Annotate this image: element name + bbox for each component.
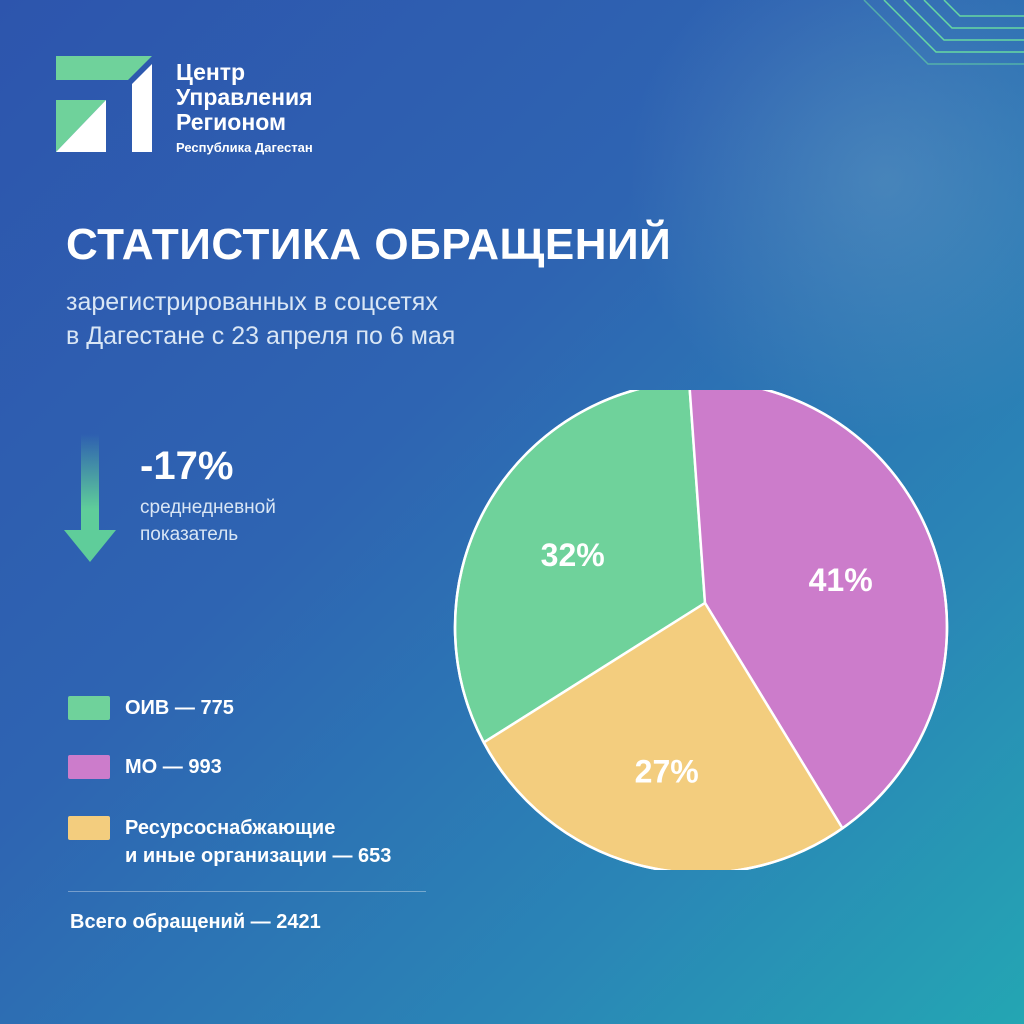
legend-label-resource-line-1: Ресурсоснабжающие <box>125 817 336 839</box>
pie-label-mo: 41% <box>809 562 873 598</box>
page-title: СТАТИСТИКА ОБРАЩЕНИЙ <box>66 220 672 269</box>
total-count: Всего обращений — 2421 <box>70 911 321 933</box>
kpi-label-line-1: среднедневной <box>140 497 276 518</box>
logo-text-line-3: Регионом <box>176 109 286 135</box>
pie-chart: 32% 41% 27% <box>453 390 949 870</box>
legend-swatch-oiv <box>68 696 110 720</box>
legend-label-oiv: ОИВ — 775 <box>125 697 234 719</box>
kpi-value: -17% <box>140 444 234 488</box>
arrow-down-icon <box>64 434 116 562</box>
logo-text-line-2: Управления <box>176 84 313 110</box>
kpi-label-line-2: показатель <box>140 524 239 545</box>
subtitle-line-2: в Дагестане с 23 апреля по 6 мая <box>66 322 456 350</box>
pie-label-oiv: 32% <box>541 537 605 573</box>
logo-mark-icon <box>56 56 152 152</box>
background-glow <box>624 0 1024 440</box>
logo-subtitle: Республика Дагестан <box>176 140 313 155</box>
legend-swatch-mo <box>68 755 110 779</box>
corner-lines-decoration <box>863 0 1024 65</box>
pie-outline <box>453 390 949 870</box>
legend-label-mo: МО — 993 <box>125 756 222 778</box>
divider <box>68 891 426 892</box>
legend-swatch-resource <box>68 816 110 840</box>
subtitle-line-1: зарегистрированных в соцсетях <box>66 288 438 316</box>
legend-label-resource-line-2: и иные организации — 653 <box>125 845 392 867</box>
logo-text-line-1: Центр <box>176 59 246 85</box>
pie-label-resource: 27% <box>635 754 699 790</box>
